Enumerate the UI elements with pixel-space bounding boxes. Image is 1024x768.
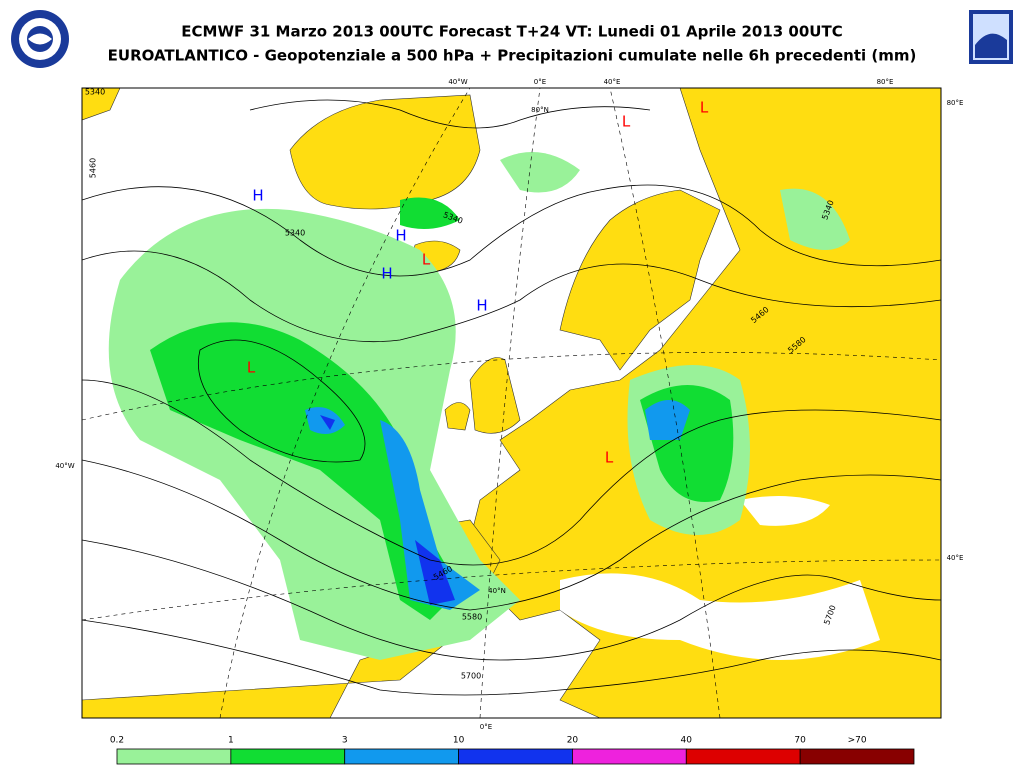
graticule-label: 40°W bbox=[448, 78, 467, 86]
colorbar-box bbox=[458, 748, 573, 765]
pressure-center: H bbox=[381, 265, 392, 283]
graticule-label: 80°E bbox=[877, 78, 894, 86]
pressure-center: H bbox=[476, 297, 487, 315]
graticule-label: 0°E bbox=[480, 723, 492, 731]
logo-left bbox=[11, 10, 69, 68]
graticule-label: 0°E bbox=[534, 78, 546, 86]
graticule-label: 40°N bbox=[488, 587, 506, 595]
pressure-center: L bbox=[605, 449, 614, 467]
pressure-center: H bbox=[395, 227, 406, 245]
map-frame bbox=[81, 87, 942, 719]
graticule-label: 80°N bbox=[531, 106, 549, 114]
contour-label: 5580 bbox=[462, 613, 482, 622]
pressure-center: L bbox=[622, 113, 631, 131]
graticule-label: 40°E bbox=[947, 554, 964, 562]
colorbar-box bbox=[344, 748, 459, 765]
contour-label: 5700 bbox=[461, 672, 481, 681]
colorbar-box bbox=[685, 748, 801, 765]
colorbar-label: 10 bbox=[453, 736, 465, 746]
logo-right bbox=[969, 10, 1013, 64]
graticule-label: 80°E bbox=[947, 99, 964, 107]
colorbar-box bbox=[799, 748, 915, 765]
colorbar-box bbox=[230, 748, 346, 765]
pressure-center: L bbox=[700, 99, 709, 117]
graticule-label: 40°E bbox=[604, 78, 621, 86]
graticule-label: 40°W bbox=[55, 462, 74, 470]
colorbar-label: 0.2 bbox=[110, 736, 124, 746]
colorbar-label: 40 bbox=[681, 736, 693, 746]
title: ECMWF 31 Marzo 2013 00UTC Forecast T+24 … bbox=[181, 23, 842, 41]
contour-label: 5340 bbox=[285, 229, 305, 238]
contour-label: 5340 bbox=[85, 88, 105, 97]
pressure-center: L bbox=[422, 251, 431, 269]
colorbar-label: 20 bbox=[567, 736, 579, 746]
colorbar-label: 1 bbox=[228, 736, 234, 746]
subtitle: EUROATLANTICO - Geopotenziale a 500 hPa … bbox=[108, 47, 917, 65]
pressure-center: H bbox=[252, 187, 263, 205]
contour-label: 5460 bbox=[89, 158, 98, 178]
colorbar-label: 70 bbox=[794, 736, 806, 746]
colorbar-box bbox=[116, 748, 232, 765]
colorbar-box bbox=[572, 748, 687, 765]
map bbox=[82, 88, 941, 718]
colorbar-label: >70 bbox=[848, 736, 867, 746]
pressure-center: L bbox=[247, 359, 256, 377]
colorbar-label: 3 bbox=[342, 736, 348, 746]
